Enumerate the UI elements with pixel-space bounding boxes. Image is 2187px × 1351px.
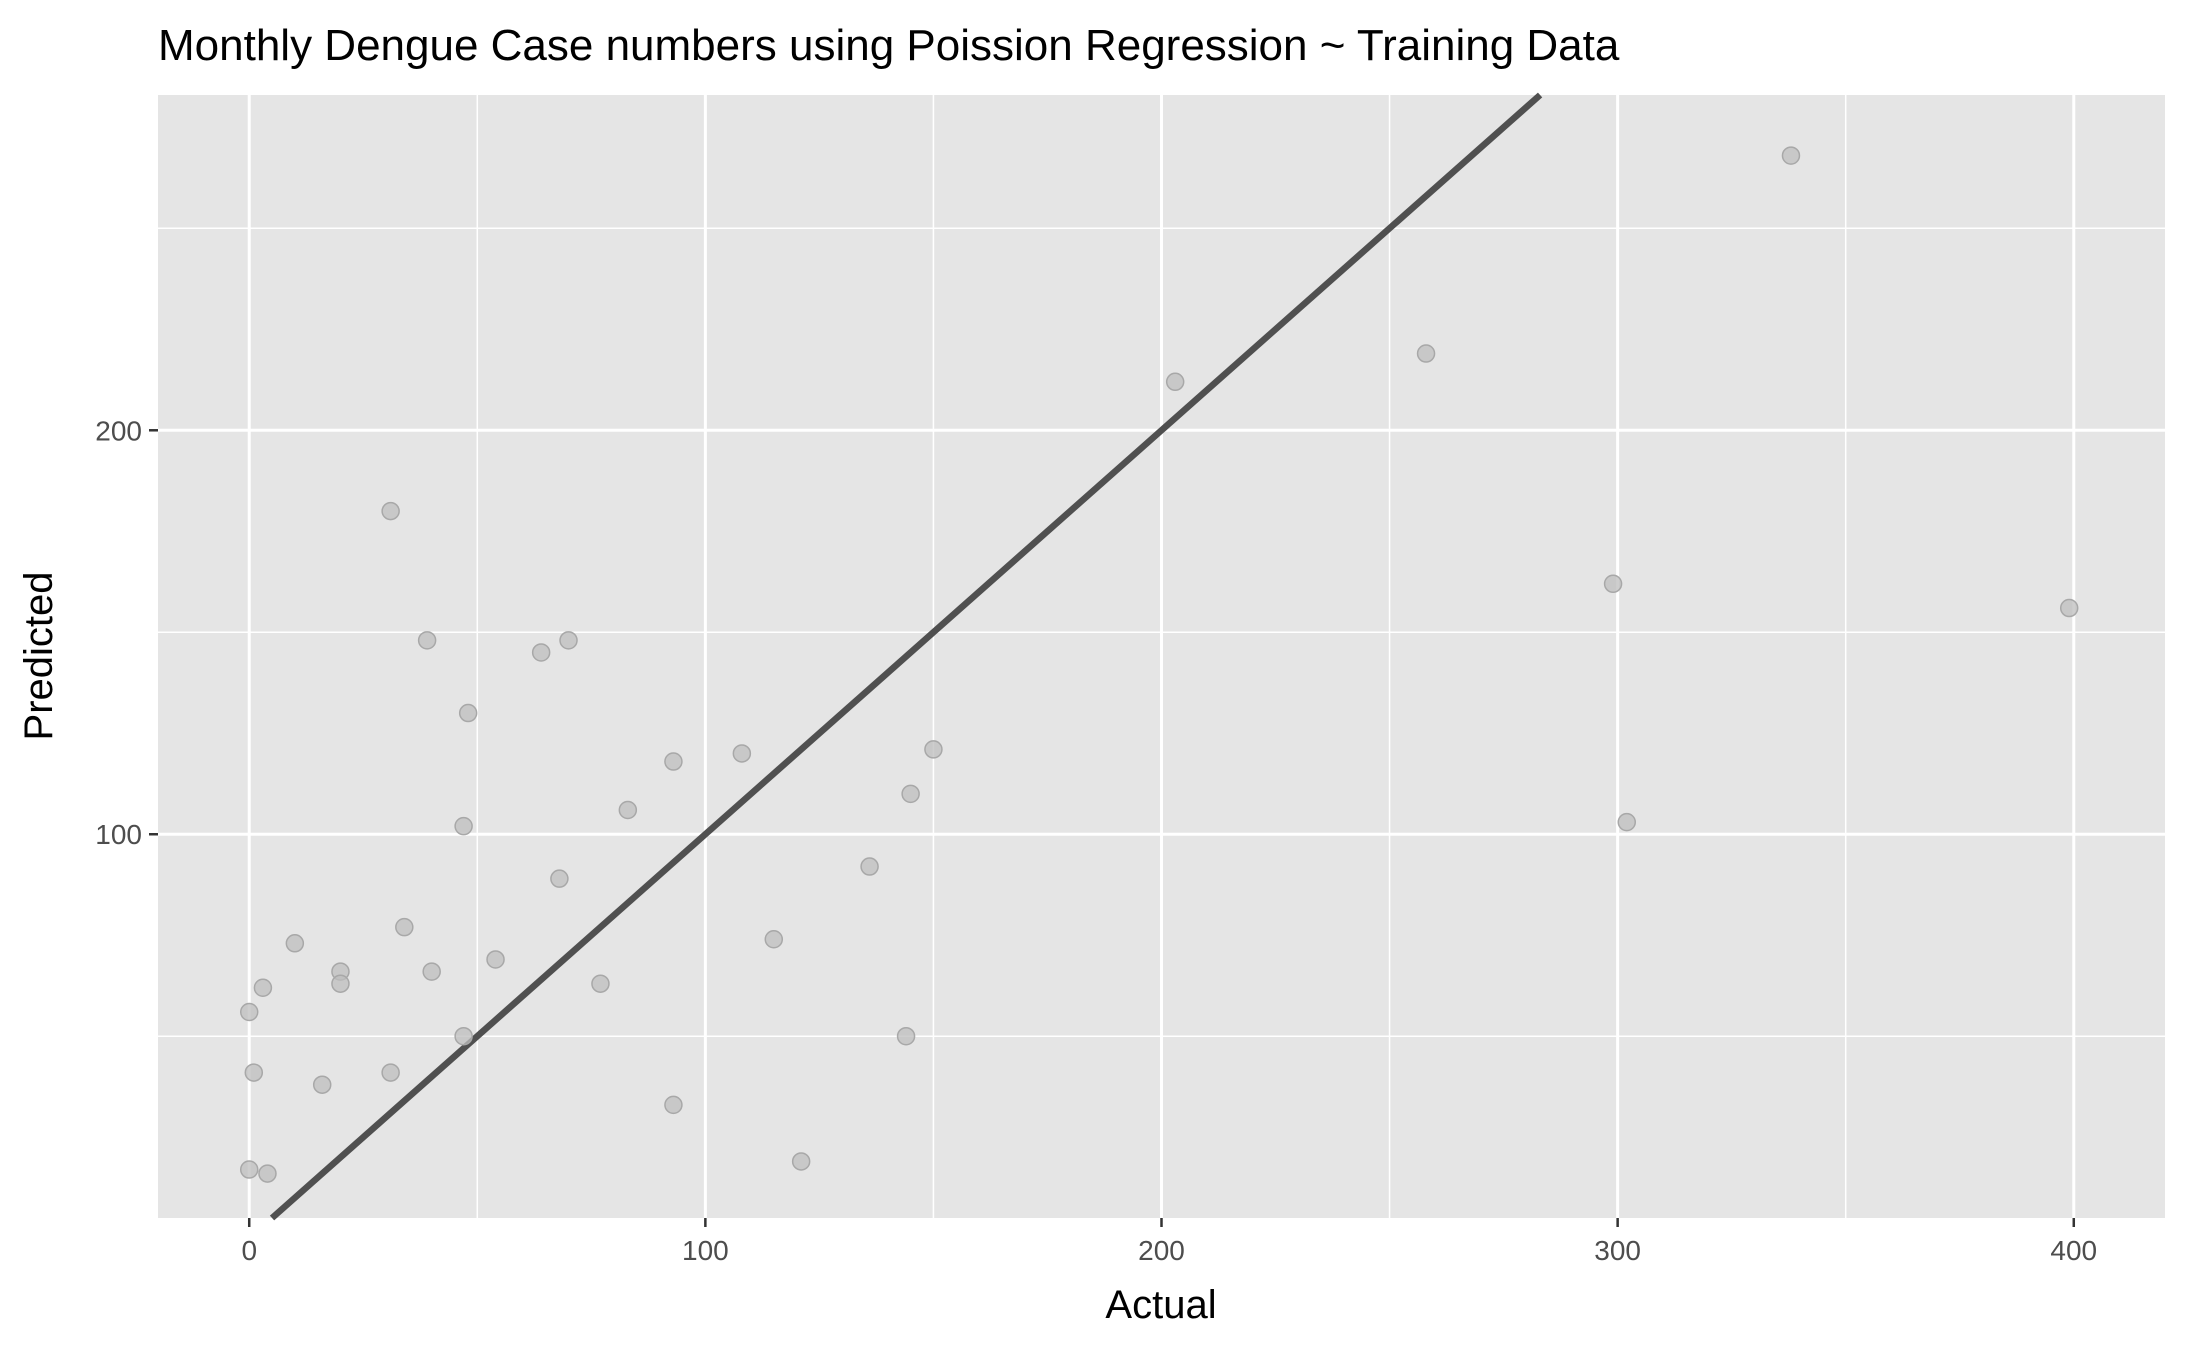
data-point bbox=[591, 974, 610, 993]
y-tick-label: 200 bbox=[95, 415, 142, 446]
data-point bbox=[454, 1026, 473, 1046]
data-point bbox=[860, 857, 879, 876]
data-point bbox=[417, 631, 437, 650]
data-point bbox=[244, 1063, 264, 1082]
data-point bbox=[2059, 598, 2079, 618]
data-point bbox=[1416, 344, 1436, 363]
data-point bbox=[395, 917, 414, 937]
data-point bbox=[531, 643, 551, 662]
data-point bbox=[1781, 146, 1801, 165]
data-point bbox=[422, 962, 441, 981]
data-point bbox=[618, 800, 638, 820]
data-point bbox=[312, 1075, 332, 1094]
x-tick-label: 200 bbox=[1138, 1235, 1185, 1266]
x-tick-label: 300 bbox=[1594, 1235, 1641, 1266]
data-point bbox=[454, 816, 473, 836]
x-axis-title: Actual bbox=[1105, 1283, 1216, 1327]
scatter-points bbox=[239, 146, 2079, 1183]
data-point bbox=[896, 1026, 916, 1046]
data-point bbox=[1617, 812, 1637, 832]
y-axis-title: Predicted bbox=[17, 572, 61, 741]
data-point bbox=[1165, 372, 1185, 392]
data-point bbox=[924, 740, 943, 759]
data-point bbox=[239, 1002, 259, 1022]
chart-title: Monthly Dengue Case numbers using Poissi… bbox=[158, 21, 1620, 70]
x-axis: 0 100 200 300 400 bbox=[241, 1218, 2097, 1266]
data-point bbox=[381, 501, 400, 521]
data-point bbox=[285, 934, 305, 953]
x-tick-label: 0 bbox=[241, 1235, 257, 1266]
y-tick-label: 100 bbox=[95, 819, 142, 850]
data-point bbox=[253, 978, 273, 997]
reference-line bbox=[269, 92, 1543, 1221]
data-point bbox=[559, 631, 578, 650]
data-point bbox=[664, 752, 683, 771]
data-point bbox=[239, 1160, 259, 1179]
data-point bbox=[791, 1152, 811, 1171]
data-point bbox=[550, 869, 569, 888]
reference-line-group bbox=[269, 92, 1543, 1221]
data-point bbox=[381, 1063, 400, 1082]
data-point bbox=[901, 784, 920, 804]
data-point bbox=[458, 703, 478, 723]
data-point bbox=[732, 744, 752, 763]
y-axis: 100 200 bbox=[95, 415, 158, 850]
data-point bbox=[258, 1164, 277, 1183]
x-tick-label: 100 bbox=[682, 1235, 729, 1266]
data-point bbox=[486, 950, 505, 969]
x-tick-label: 400 bbox=[2050, 1235, 2097, 1266]
data-point bbox=[331, 974, 350, 993]
data-point bbox=[1603, 574, 1623, 594]
data-point bbox=[664, 1095, 683, 1115]
data-point bbox=[764, 930, 784, 949]
